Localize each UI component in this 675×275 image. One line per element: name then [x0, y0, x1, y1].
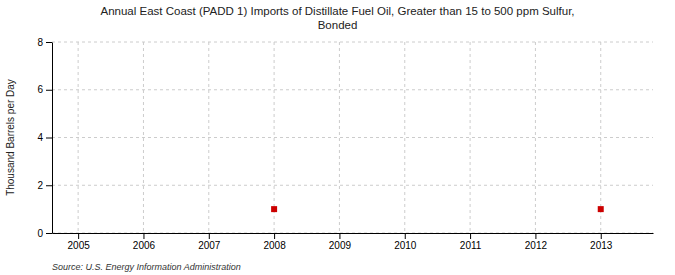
grid-line-x [535, 42, 536, 233]
tick: 2 [37, 180, 52, 191]
tick-mark [78, 233, 79, 239]
y-axis: 0 2 4 6 8 [37, 37, 52, 239]
tick-label: 2005 [68, 240, 91, 251]
tick-mark [46, 185, 52, 186]
tick: 2010 [394, 233, 417, 251]
tick-mark [143, 233, 144, 239]
tick: 0 [37, 228, 52, 239]
tick-label: 2010 [394, 240, 417, 251]
tick-label: 2008 [263, 240, 286, 251]
grid-line-y [52, 185, 653, 186]
plot: 2005 2006 2007 2008 2009 2010 2011 2012 2013 0 2 4 6… [37, 37, 653, 251]
tick: 2013 [590, 233, 613, 251]
tick: 2011 [460, 233, 482, 251]
grid-line-y [52, 42, 653, 43]
grid-line-x [404, 42, 405, 233]
tick-mark [46, 42, 52, 43]
tick: 2009 [329, 233, 352, 251]
tick-label: 2012 [525, 240, 548, 251]
tick-mark [470, 233, 471, 239]
axis-line [53, 233, 654, 234]
tick: 2008 [263, 233, 286, 251]
source: Source: U.S. Energy Information Administ… [52, 262, 241, 272]
tick-label: 2007 [198, 240, 221, 251]
tick-mark [405, 233, 406, 239]
chart: Annual East Coast (PADD 1) Imports of Di… [0, 0, 675, 275]
grid [52, 42, 653, 233]
title-line: Annual East Coast (PADD 1) Imports of Di… [100, 5, 574, 17]
tick-label: 8 [37, 37, 43, 48]
grid-line-y [52, 137, 653, 138]
tick: 4 [37, 132, 52, 143]
tick-mark [46, 233, 52, 234]
tick-label: 0 [37, 228, 43, 239]
x-axis: 2005 2006 2007 2008 2009 2010 2011 2012 2013 [53, 233, 654, 251]
tick-mark [46, 90, 52, 91]
tick-label: 2 [37, 180, 43, 191]
tick-mark [274, 233, 275, 239]
tick: 2006 [133, 233, 156, 251]
grid-line-y [52, 89, 653, 90]
grid-line-x [470, 42, 471, 233]
tick-label: 2011 [460, 240, 482, 251]
tick: 8 [37, 37, 52, 48]
tick-mark [535, 233, 536, 239]
tick-label: 6 [37, 84, 43, 95]
tick-label: 4 [37, 132, 43, 143]
axis-line [52, 43, 53, 234]
tick-mark [339, 233, 340, 239]
tick-mark [601, 233, 602, 239]
tick-label: 2006 [133, 240, 156, 251]
tick-mark [209, 233, 210, 239]
title: Annual East Coast (PADD 1) Imports of Di… [100, 5, 574, 31]
tick: 2005 [68, 233, 91, 251]
grid-line-y [52, 233, 653, 234]
title-line: Bonded [318, 19, 358, 31]
point [598, 206, 604, 212]
tick-label: 2009 [329, 240, 352, 251]
point [271, 206, 277, 212]
tick: 6 [37, 84, 52, 95]
grid-line-x [339, 42, 340, 233]
tick-mark [46, 138, 52, 139]
points [271, 206, 604, 212]
tick: 2012 [525, 233, 548, 251]
tick: 2007 [198, 233, 221, 251]
y-axis-label: Thousand Barrels per Day [5, 79, 16, 196]
tick-label: 2013 [590, 240, 613, 251]
